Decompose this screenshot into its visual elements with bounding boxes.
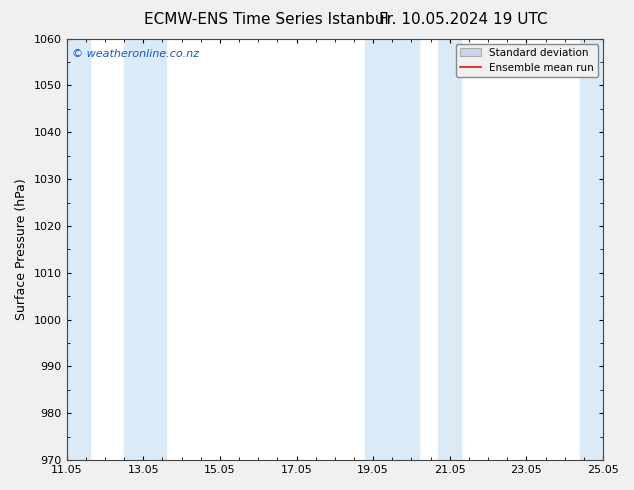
Text: © weatheronline.co.nz: © weatheronline.co.nz (72, 49, 199, 59)
Text: Fr. 10.05.2024 19 UTC: Fr. 10.05.2024 19 UTC (378, 12, 547, 27)
Bar (67, 39, 89, 460)
Bar (365, 39, 419, 460)
Y-axis label: Surface Pressure (hPa): Surface Pressure (hPa) (15, 178, 28, 320)
Legend: Standard deviation, Ensemble mean run: Standard deviation, Ensemble mean run (456, 44, 598, 77)
Bar (124, 39, 166, 460)
Bar (438, 39, 462, 460)
Text: ECMW-ENS Time Series Istanbul: ECMW-ENS Time Series Istanbul (144, 12, 389, 27)
Bar (580, 39, 603, 460)
